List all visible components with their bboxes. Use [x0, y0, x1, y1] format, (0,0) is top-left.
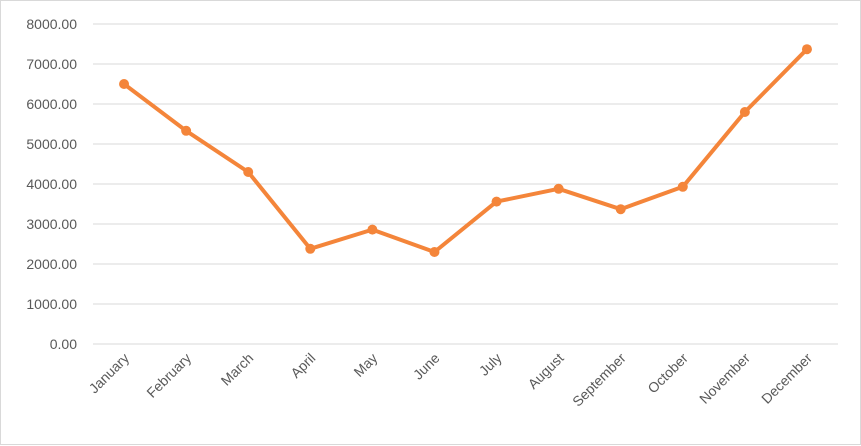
data-point — [119, 79, 130, 89]
x-tick-label: February — [143, 350, 194, 401]
data-point — [739, 107, 750, 117]
x-tick-label: July — [476, 350, 505, 379]
y-tick-label: 7000.00 — [26, 56, 77, 72]
gridlines — [93, 23, 838, 345]
data-point — [429, 247, 440, 257]
data-point — [367, 224, 378, 235]
x-tick-label: November — [696, 350, 753, 407]
y-tick-label: 6000.00 — [26, 96, 77, 112]
x-axis-ticks: January February March April May June July Augu… — [86, 350, 816, 410]
data-point — [243, 167, 254, 177]
x-tick-label: October — [644, 350, 691, 397]
series — [119, 44, 812, 257]
y-tick-label: 8000.00 — [26, 16, 77, 32]
y-tick-label: 0.00 — [50, 336, 77, 352]
data-point — [801, 44, 812, 55]
data-point — [677, 181, 688, 192]
data-point — [181, 125, 192, 136]
x-tick-label: May — [350, 350, 380, 380]
y-tick-label: 4000.00 — [26, 176, 77, 192]
data-point — [491, 196, 502, 207]
x-tick-label: January — [86, 350, 133, 397]
y-tick-label: 1000.00 — [26, 296, 77, 312]
y-tick-label: 2000.00 — [26, 256, 77, 272]
series-line — [122, 47, 809, 254]
x-tick-label: April — [287, 350, 318, 381]
data-point — [615, 204, 626, 215]
y-axis-ticks: 0.00 1000.00 2000.00 3000.00 4000.00 5000.00 6… — [26, 16, 77, 352]
data-point — [305, 243, 316, 254]
x-tick-label: December — [758, 350, 815, 407]
y-tick-label: 3000.00 — [26, 216, 77, 232]
x-tick-label: September — [569, 350, 629, 410]
y-tick-label: 5000.00 — [26, 136, 77, 152]
x-tick-label: June — [410, 350, 443, 383]
x-tick-label: August — [525, 350, 567, 392]
x-tick-label: March — [218, 350, 257, 389]
data-point — [553, 183, 564, 194]
